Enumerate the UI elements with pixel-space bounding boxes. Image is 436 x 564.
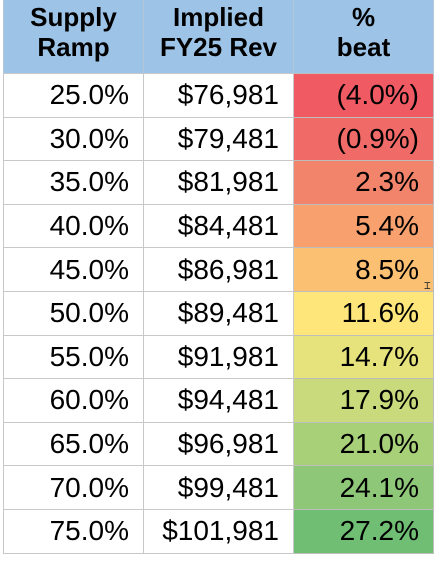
cell-supply-ramp[interactable]: 25.0% [3,73,144,118]
cell-pct-beat[interactable]: 17.9% [293,378,434,423]
header-implied-fy25-rev-line-1: Implied [172,1,264,32]
header-pct-beat[interactable]: % beat [293,0,434,74]
cell-pct-beat[interactable]: 2.3% [293,160,434,205]
cell-pct-beat[interactable]: 8.5% [293,247,434,292]
table-row: 65.0% $96,981 21.0% [3,421,434,467]
cell-pct-beat[interactable]: 21.0% [293,421,434,467]
cell-implied-fy25-rev[interactable]: $84,481 [143,203,294,249]
cell-implied-fy25-rev[interactable]: $76,981 [143,73,294,118]
cell-supply-ramp[interactable]: 30.0% [3,116,144,162]
cell-implied-fy25-rev[interactable]: $86,981 [143,247,294,292]
cell-pct-beat[interactable]: 24.1% [293,465,434,510]
table-row: 35.0% $81,981 2.3% [3,160,434,205]
header-row: Supply Ramp Implied FY25 Rev % beat [3,0,434,74]
cell-pct-beat[interactable]: (4.0%) [293,73,434,118]
table-row: 30.0% $79,481 (0.9%) [3,116,434,162]
cell-implied-fy25-rev[interactable]: $79,481 [143,116,294,162]
header-implied-fy25-rev-line-2: FY25 Rev [159,31,278,62]
cell-implied-fy25-rev[interactable]: $81,981 [143,160,294,205]
text-cursor-icon: ⌶ [424,279,431,292]
cell-supply-ramp[interactable]: 40.0% [3,203,144,249]
cell-supply-ramp[interactable]: 60.0% [3,378,144,423]
header-pct-beat-line-2: beat [336,31,391,62]
table-row: 70.0% $99,481 24.1% [3,465,434,510]
cell-pct-beat[interactable]: (0.9%) [293,116,434,162]
cell-supply-ramp[interactable]: 45.0% [3,247,144,292]
cell-supply-ramp[interactable]: 50.0% [3,290,144,336]
cell-supply-ramp[interactable]: 65.0% [3,421,144,467]
cell-implied-fy25-rev[interactable]: $99,481 [143,465,294,510]
table-row: 75.0% $101,981 27.2% [3,508,434,554]
cell-implied-fy25-rev[interactable]: $91,981 [143,334,294,380]
cell-supply-ramp[interactable]: 75.0% [3,508,144,554]
table-row: 60.0% $94,481 17.9% [3,378,434,423]
table-row: 50.0% $89,481 11.6% [3,290,434,336]
header-pct-beat-line-1: % [351,1,376,32]
header-implied-fy25-rev[interactable]: Implied FY25 Rev [143,0,294,74]
cell-pct-beat[interactable]: 14.7% [293,334,434,380]
cell-implied-fy25-rev[interactable]: $89,481 [143,290,294,336]
spreadsheet-region: Supply Ramp Implied FY25 Rev % beat 25.0… [3,0,434,554]
table-row: 25.0% $76,981 (4.0%) [3,73,434,118]
cell-supply-ramp[interactable]: 55.0% [3,334,144,380]
cell-implied-fy25-rev[interactable]: $96,981 [143,421,294,467]
cell-implied-fy25-rev[interactable]: $94,481 [143,378,294,423]
supply-ramp-sensitivity-table: Supply Ramp Implied FY25 Rev % beat 25.0… [3,0,434,554]
table-row: 55.0% $91,981 14.7% [3,334,434,380]
cell-implied-fy25-rev[interactable]: $101,981 [143,508,294,554]
header-supply-ramp[interactable]: Supply Ramp [3,0,144,74]
table-row: 40.0% $84,481 5.4% [3,203,434,249]
cell-pct-beat[interactable]: 27.2% [293,508,434,554]
cell-pct-beat[interactable]: 11.6% [293,290,434,336]
cell-supply-ramp[interactable]: 70.0% [3,465,144,510]
cell-pct-beat[interactable]: 5.4% [293,203,434,249]
table-row: 45.0% $86,981 8.5% [3,247,434,292]
header-supply-ramp-line-2: Ramp [37,31,110,62]
cell-supply-ramp[interactable]: 35.0% [3,160,144,205]
header-supply-ramp-line-1: Supply [30,1,117,32]
